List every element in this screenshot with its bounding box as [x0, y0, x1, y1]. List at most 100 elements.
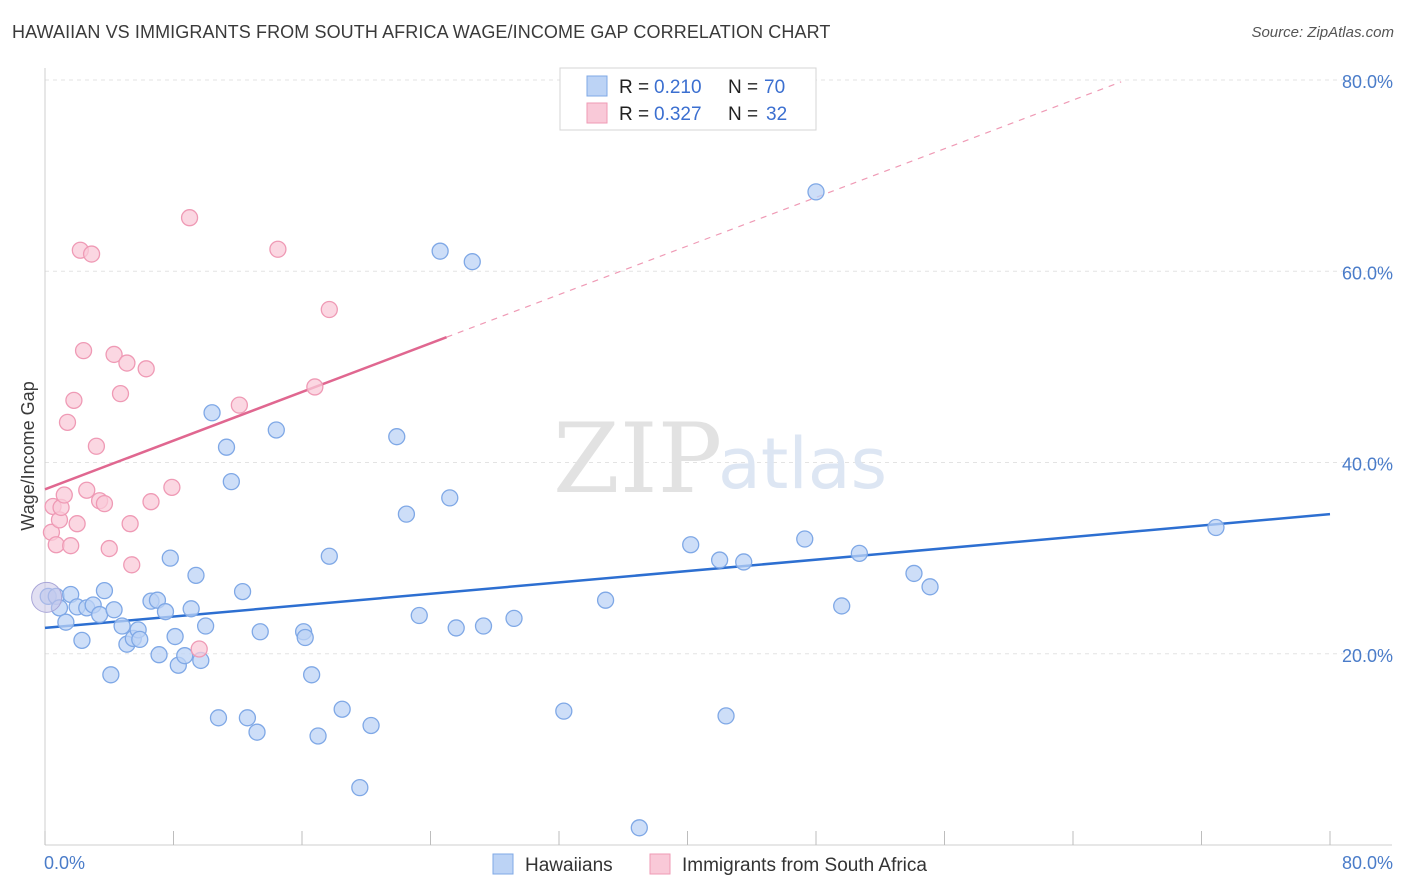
point-s1-5 — [55, 486, 73, 504]
point-s0-67 — [905, 564, 923, 583]
point-s0-36 — [248, 723, 266, 741]
series-legend-hawaiians: Hawaiians — [525, 855, 613, 876]
point-s0-21 — [156, 603, 175, 621]
point-s0-62 — [735, 553, 753, 571]
y-axis-label: Wage/Income Gap — [18, 381, 38, 530]
point-s1-28 — [230, 396, 249, 414]
point-s0-20 — [150, 646, 168, 664]
x-tick-labels: 0.0% 80.0% — [44, 853, 1393, 873]
point-s0-35 — [238, 709, 257, 727]
point-s0-45 — [351, 778, 369, 797]
point-s0-56 — [555, 702, 573, 720]
point-s0-53 — [463, 253, 481, 271]
point-s1-31 — [320, 300, 338, 319]
point-s0-27 — [187, 566, 205, 584]
point-s1-18 — [105, 345, 123, 364]
point-s0-60 — [710, 551, 729, 569]
point-s0-64 — [807, 183, 825, 201]
y-tick-labels: 20.0% 40.0% 60.0% 80.0% — [1342, 72, 1393, 666]
legend-n-label-2: N = — [728, 104, 758, 125]
point-s1-22 — [123, 556, 141, 574]
point-s0-43 — [320, 547, 338, 565]
gridlines — [45, 79, 1392, 655]
point-s1-23 — [137, 360, 155, 378]
x-tick-label-0: 0.0% — [44, 853, 85, 873]
trend-line-extension-1 — [446, 81, 1122, 338]
point-s1-6 — [58, 413, 77, 431]
point-s1-9 — [68, 515, 86, 533]
point-s1-20 — [118, 354, 136, 372]
point-s0-23 — [166, 627, 184, 646]
axes — [44, 68, 1392, 846]
point-s0-6 — [73, 631, 91, 650]
point-s1-17 — [100, 539, 118, 558]
point-large-bubble — [31, 581, 63, 613]
point-s0-69 — [1207, 518, 1225, 537]
point-s1-13 — [82, 245, 101, 263]
point-s0-66 — [850, 544, 869, 562]
legend-r-label-1: R = — [619, 77, 649, 98]
legend-r-label-2: R = — [619, 104, 649, 125]
series-legend-south-africa: Immigrants from South Africa — [682, 855, 927, 876]
point-s0-63 — [796, 530, 814, 548]
point-s0-29 — [196, 617, 215, 635]
legend: R = 0.210 N = 70 R = 0.327 N = 32 — [559, 67, 817, 131]
point-s1-24 — [142, 493, 160, 511]
y-tick-label-3: 80.0% — [1342, 72, 1393, 92]
point-s0-59 — [682, 536, 700, 554]
point-s1-11 — [74, 341, 93, 360]
data-points — [31, 183, 1225, 837]
point-s0-33 — [222, 472, 240, 491]
point-s0-47 — [388, 428, 406, 446]
trend-line-1 — [44, 336, 448, 491]
point-s0-46 — [362, 716, 380, 735]
point-s0-52 — [447, 619, 465, 637]
point-s1-8 — [65, 391, 83, 409]
point-s0-44 — [333, 700, 351, 718]
legend-swatch-south-africa — [586, 102, 608, 124]
legend-n-value-1: 70 — [764, 77, 785, 98]
point-s1-19 — [111, 384, 130, 403]
point-s0-50 — [431, 242, 449, 260]
point-s0-34 — [233, 582, 252, 601]
point-s0-61 — [717, 707, 735, 725]
point-s0-11 — [102, 666, 120, 684]
trend-lines — [44, 81, 1331, 630]
point-s0-22 — [161, 549, 179, 567]
point-s0-9 — [90, 605, 109, 624]
point-s0-48 — [397, 505, 416, 523]
point-s0-65 — [833, 597, 851, 615]
y-tick-label-2: 60.0% — [1342, 263, 1393, 283]
y-tick-label-0: 20.0% — [1342, 646, 1393, 666]
point-s1-2 — [47, 536, 65, 554]
point-s1-14 — [87, 437, 106, 455]
point-s0-68 — [921, 578, 939, 596]
point-s1-26 — [180, 209, 199, 227]
point-s1-30 — [306, 378, 324, 396]
legend-n-value-2: 32 — [766, 104, 787, 125]
chart-title: HAWAIIAN VS IMMIGRANTS FROM SOUTH AFRICA… — [12, 22, 831, 42]
watermark-zip: ZIP — [553, 403, 722, 515]
point-s0-38 — [267, 421, 285, 439]
point-s0-51 — [441, 489, 459, 507]
point-s0-55 — [505, 609, 523, 628]
legend-n-label-1: N = — [728, 77, 758, 98]
point-s0-57 — [596, 591, 615, 609]
legend-r-value-2: 0.327 — [654, 104, 702, 125]
x-tick-label-1: 80.0% — [1342, 853, 1393, 873]
point-s1-21 — [121, 515, 139, 533]
point-s0-37 — [251, 623, 269, 641]
source-label: Source: ZipAtlas.com — [1251, 24, 1394, 41]
series-legend-swatch-south-africa — [649, 853, 671, 875]
point-s0-41 — [302, 666, 321, 684]
point-s0-31 — [209, 709, 228, 727]
point-s0-42 — [309, 727, 327, 745]
point-s0-26 — [182, 600, 200, 618]
point-s1-29 — [269, 240, 287, 258]
point-s0-10 — [95, 581, 114, 600]
point-s0-58 — [630, 819, 648, 837]
point-s0-40 — [296, 628, 314, 647]
legend-swatch-hawaiians — [586, 75, 608, 97]
point-s0-32 — [217, 438, 236, 456]
